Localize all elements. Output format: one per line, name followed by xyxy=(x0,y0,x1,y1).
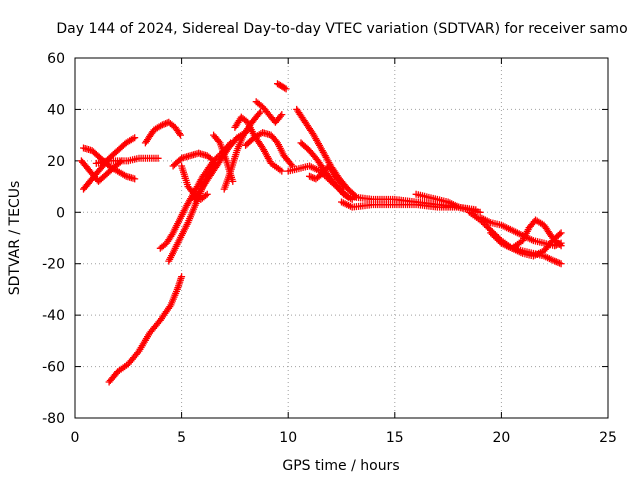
data-point xyxy=(557,260,565,268)
y-tick-label: 20 xyxy=(47,154,65,170)
data-point xyxy=(282,85,290,93)
axis-ticks: 0 5 10 15 20 25 -80 -60 -40 -20 0 20 40 60 xyxy=(42,51,617,446)
data-point xyxy=(177,131,184,139)
data-point xyxy=(131,175,139,183)
y-tick-label: -80 xyxy=(42,411,65,427)
series-track-5 xyxy=(141,118,184,147)
y-tick-label: -40 xyxy=(42,308,65,324)
x-tick-label: 20 xyxy=(492,430,510,446)
data-point xyxy=(176,130,183,138)
data-point xyxy=(556,230,564,238)
series-track-9 xyxy=(169,149,218,170)
data-point xyxy=(202,192,210,200)
data-point xyxy=(557,229,565,237)
y-tick-label: 40 xyxy=(47,102,65,118)
data-point xyxy=(131,134,139,142)
data-point xyxy=(215,137,223,145)
y-axis-label: SDTVAR / TECUs xyxy=(7,181,23,296)
data-point xyxy=(257,108,264,116)
data-point xyxy=(488,230,496,238)
series-track-20 xyxy=(297,139,356,203)
y-tick-label: -20 xyxy=(42,257,65,273)
data-point xyxy=(178,273,186,281)
data-point xyxy=(484,223,492,231)
data-point xyxy=(158,121,166,129)
series-track-28 xyxy=(497,229,565,260)
data-point xyxy=(340,183,348,191)
x-tick-label: 10 xyxy=(279,430,297,446)
series-track-17 xyxy=(274,80,290,93)
series-track-21 xyxy=(306,162,348,191)
data-point xyxy=(208,156,216,164)
x-tick-label: 5 xyxy=(177,430,186,446)
data-point xyxy=(338,181,346,189)
series-track-15 xyxy=(242,129,296,170)
data-point xyxy=(556,240,564,248)
x-tick-label: 15 xyxy=(386,430,404,446)
data-point xyxy=(210,157,218,165)
data-point xyxy=(551,257,559,265)
data-point xyxy=(278,111,286,119)
data-point xyxy=(255,110,263,117)
y-tick-label: 0 xyxy=(56,205,65,221)
series-track-3 xyxy=(77,157,126,185)
series-track-27 xyxy=(487,216,565,252)
data-point xyxy=(287,161,295,168)
x-axis-label: GPS time / hours xyxy=(282,458,399,474)
data-point xyxy=(554,258,562,266)
data-point xyxy=(203,190,211,198)
data-point xyxy=(557,242,565,250)
series-track-6 xyxy=(105,273,186,386)
grid-lines xyxy=(75,58,608,418)
chart-title: Day 144 of 2024, Sidereal Day-to-day VTE… xyxy=(56,21,627,37)
data-point xyxy=(277,112,284,120)
plot-frame xyxy=(74,57,609,419)
data-point xyxy=(307,173,315,181)
x-tick-label: 25 xyxy=(599,430,617,446)
y-tick-label: 60 xyxy=(47,51,65,67)
data-point xyxy=(154,154,162,162)
series-track-14 xyxy=(231,113,286,175)
series-track-16 xyxy=(252,98,286,126)
data-point xyxy=(278,167,286,175)
data-point xyxy=(281,84,289,92)
data-point xyxy=(485,225,493,233)
data-point xyxy=(493,235,501,243)
x-tick-label: 0 xyxy=(71,430,80,446)
series-track-4 xyxy=(92,154,162,167)
y-tick-label: -60 xyxy=(42,360,65,376)
data-marks xyxy=(77,80,565,386)
